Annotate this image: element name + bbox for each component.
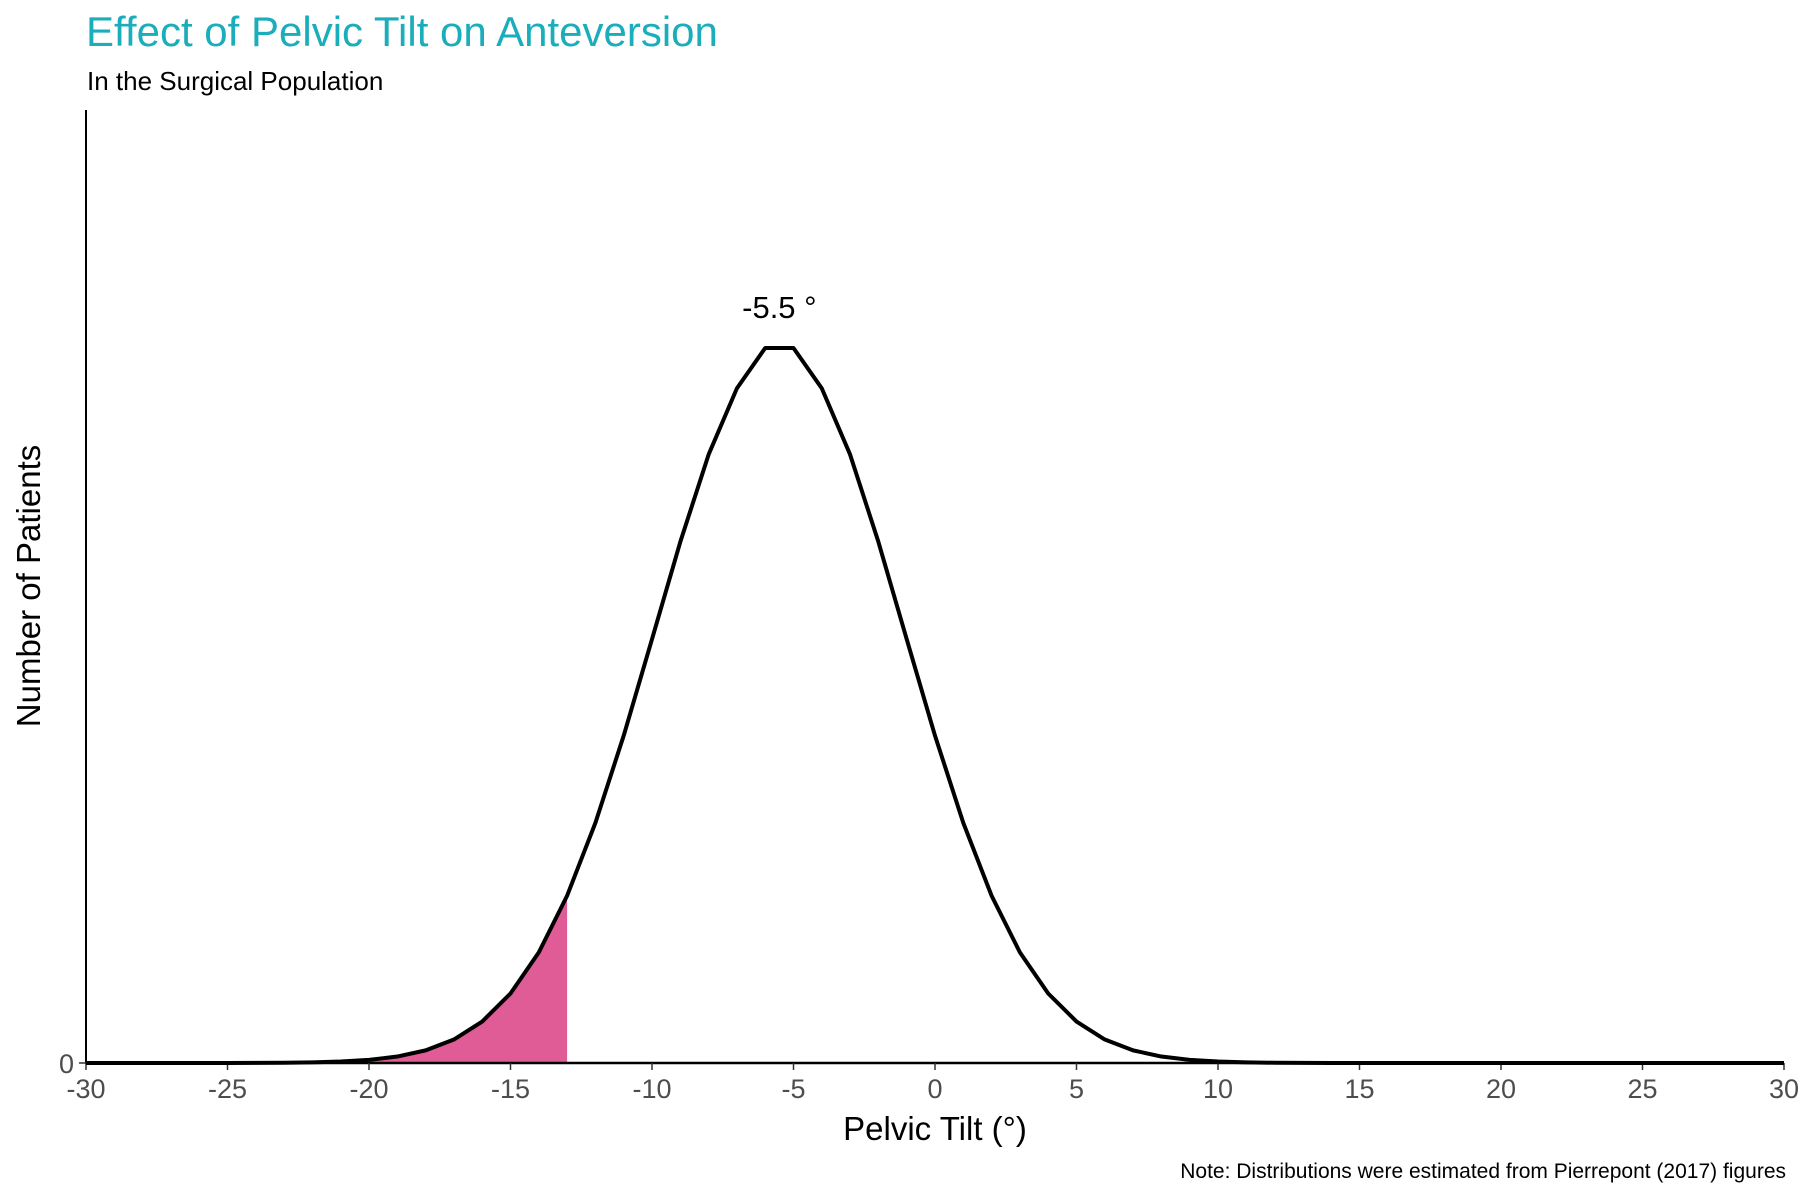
shaded-region <box>86 895 568 1063</box>
x-tick-label: -5 <box>781 1074 805 1104</box>
x-tick-label: -10 <box>632 1074 671 1104</box>
x-tick-label: 20 <box>1486 1074 1516 1104</box>
x-tick-label: -30 <box>66 1074 105 1104</box>
x-tick-label: 25 <box>1627 1074 1657 1104</box>
x-tick-label: 30 <box>1769 1074 1799 1104</box>
x-axis-label: Pelvic Tilt (°) <box>843 1110 1027 1147</box>
peak-annotation: -5.5 ° <box>742 290 816 325</box>
x-tick-label: -20 <box>349 1074 388 1104</box>
x-tick-label: 10 <box>1203 1074 1233 1104</box>
x-tick-label: 15 <box>1344 1074 1374 1104</box>
source-note: Note: Distributions were estimated from … <box>1180 1160 1786 1183</box>
y-tick-label: 0 <box>59 1049 74 1079</box>
axes: -30 -25 -20 -15 -10 -5 0 5 10 15 20 25 30 0 <box>59 110 1799 1104</box>
x-tick-label: -25 <box>208 1074 247 1104</box>
chart-title: Effect of Pelvic Tilt on Anteversion <box>86 8 718 55</box>
x-tick-label: -15 <box>491 1074 530 1104</box>
x-tick-label: 0 <box>927 1074 942 1104</box>
density-curve <box>86 346 1784 1065</box>
chart-subtitle: In the Surgical Population <box>87 66 384 96</box>
x-tick-label: 5 <box>1069 1074 1084 1104</box>
